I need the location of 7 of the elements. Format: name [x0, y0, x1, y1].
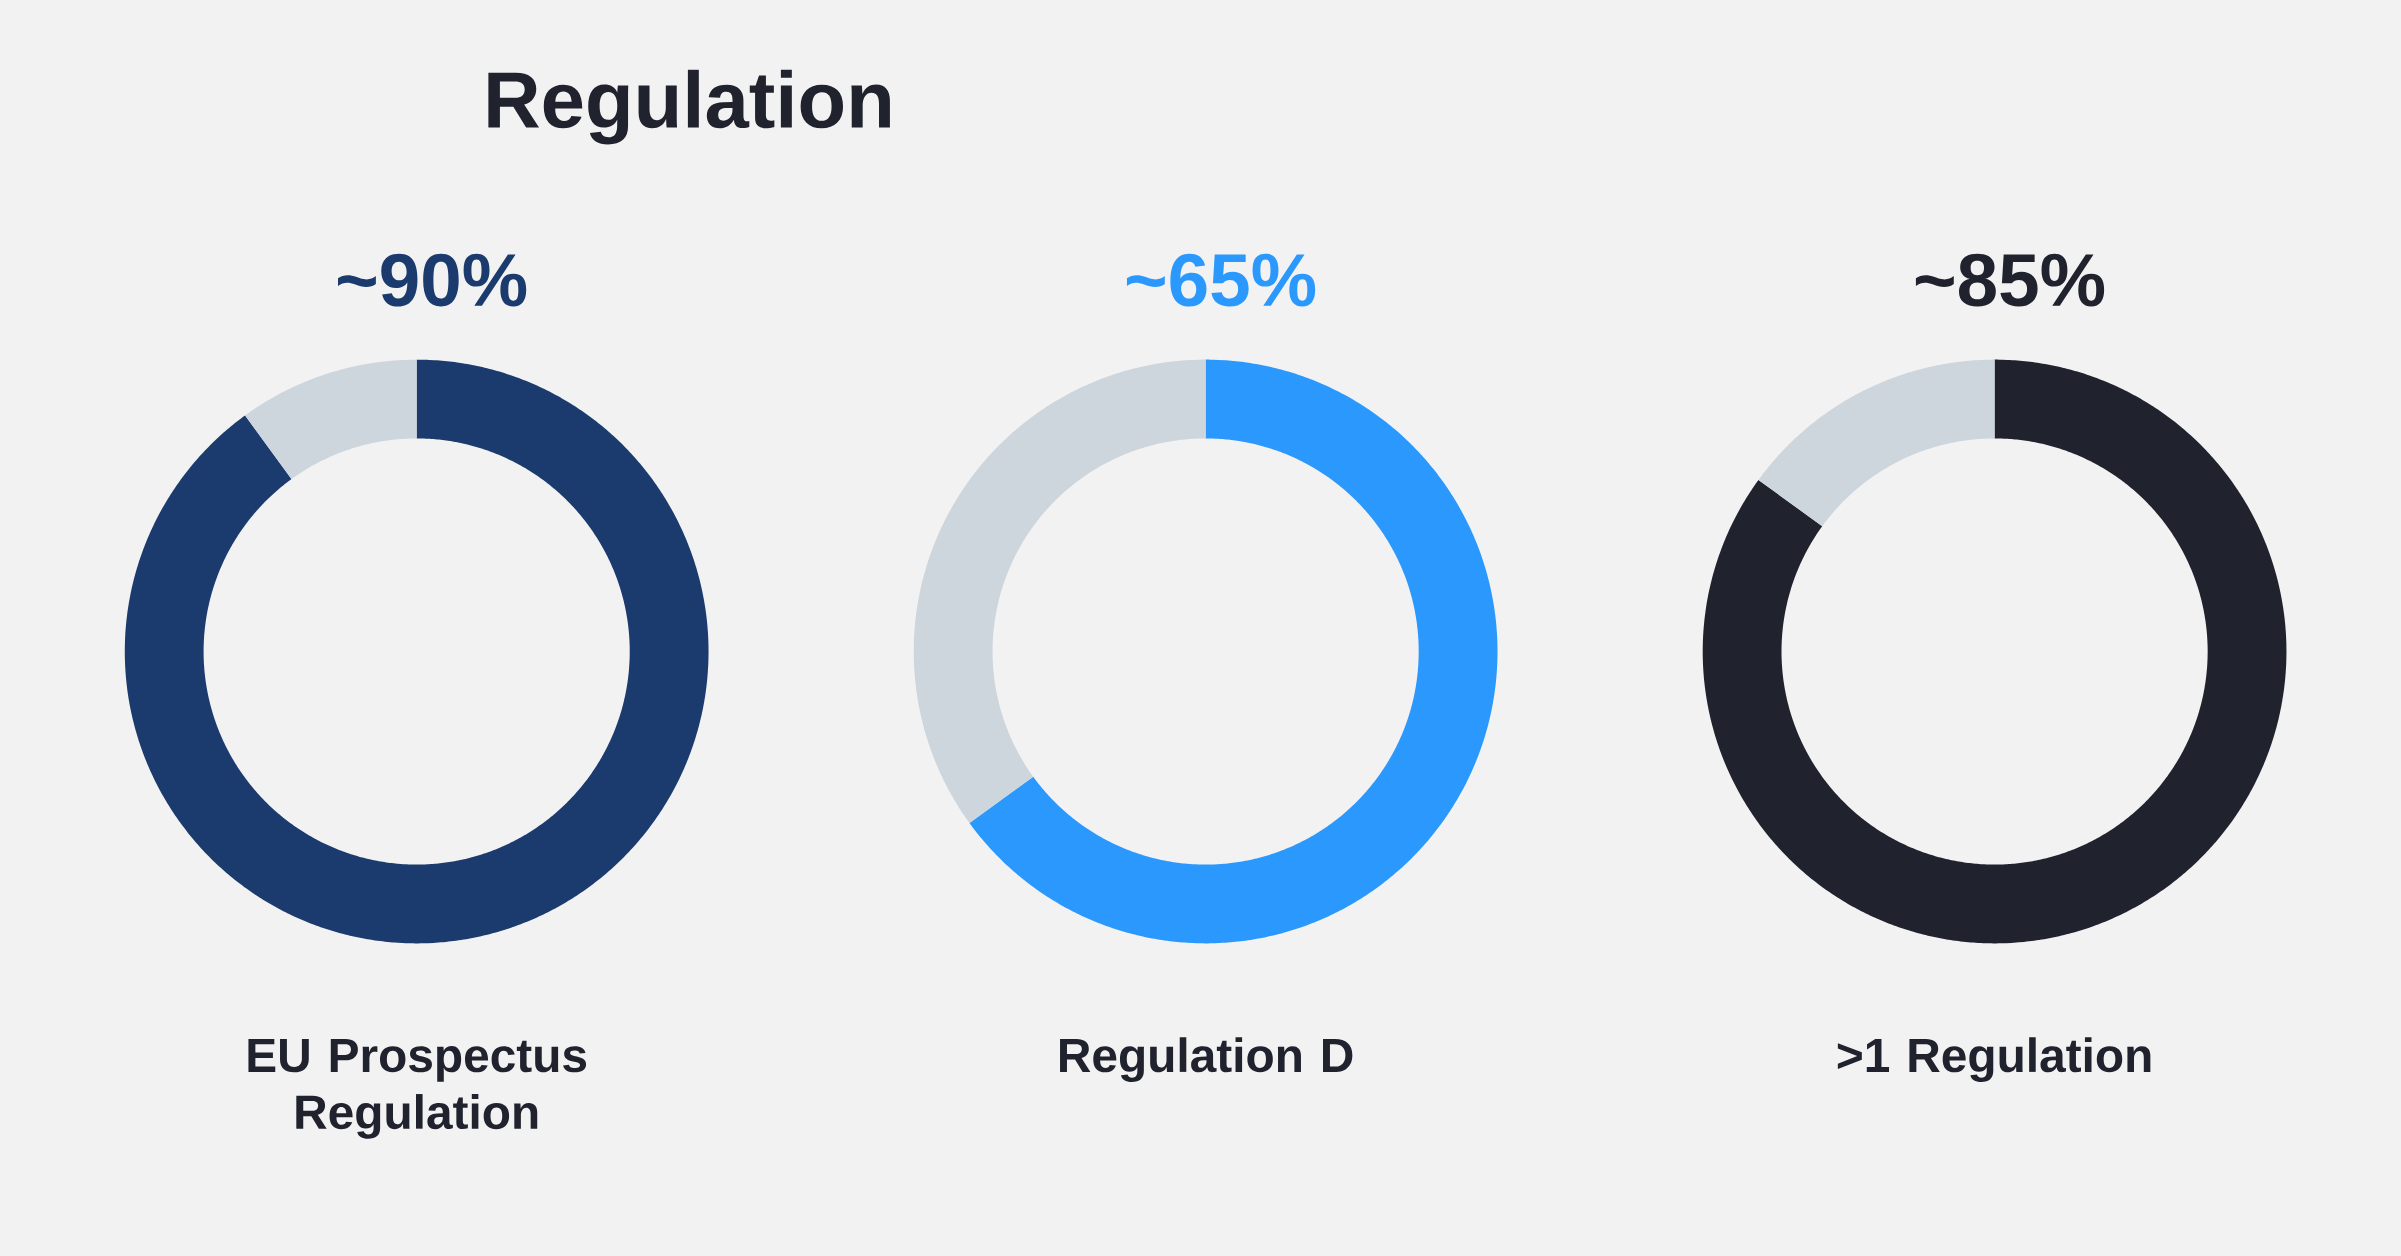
text: Regulation D	[1060, 1037, 1353, 1082]
text: >1 Regulation	[1837, 1037, 2151, 1082]
text: EU Prospectus Regulation	[248, 1038, 587, 1139]
chart-title: Regulation	[488, 69, 890, 145]
data-label: ~90%	[337, 253, 527, 307]
data-label: ~85%	[1915, 253, 2105, 307]
data-label: ~65%	[1126, 253, 1316, 307]
